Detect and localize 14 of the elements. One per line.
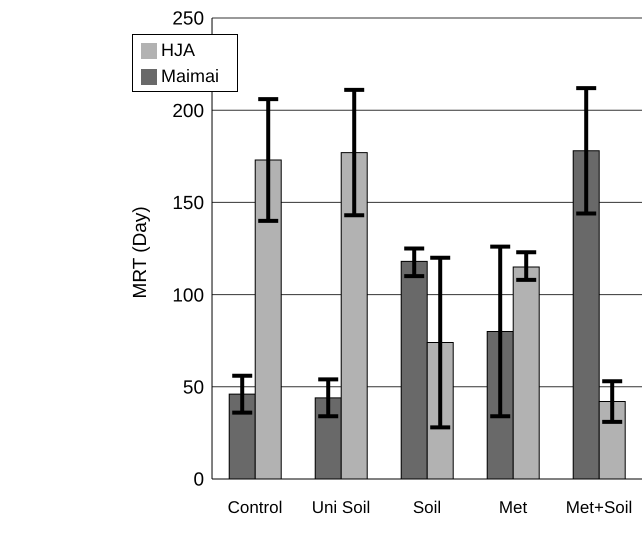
- x-tick-label: Soil: [412, 498, 442, 518]
- y-axis-title: MRT (Day): [130, 206, 151, 298]
- legend-label: Maimai: [161, 66, 220, 86]
- y-tick-label: 150: [172, 193, 204, 214]
- x-tick-label: Uni Soil: [312, 498, 370, 518]
- y-tick-label: 200: [172, 100, 204, 122]
- y-tick-label: 100: [172, 285, 204, 306]
- y-tick-label: 250: [172, 8, 204, 30]
- y-tick-label: 0: [193, 470, 204, 491]
- x-tick-label: Met+Soil: [566, 498, 632, 518]
- x-tick-label: Control: [228, 498, 282, 518]
- x-tick-label: Met: [498, 498, 528, 518]
- y-tick-label: 50: [182, 378, 204, 399]
- legend-label: HJA: [161, 40, 196, 60]
